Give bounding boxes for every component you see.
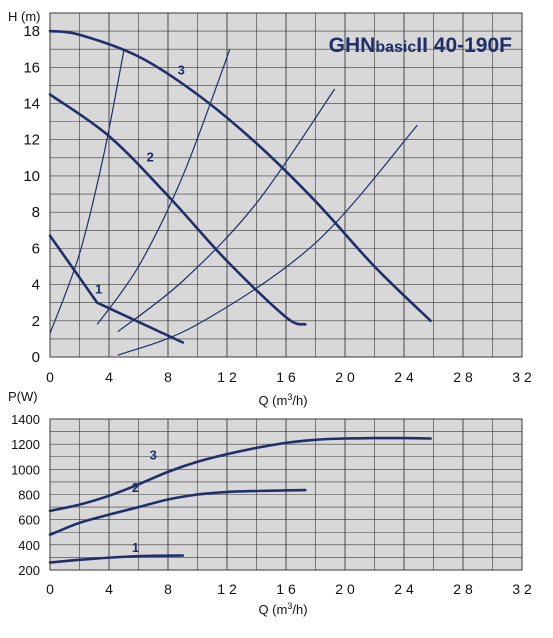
y-tick-label: 18 <box>23 23 40 40</box>
series-curve-2 <box>48 488 307 537</box>
x-axis-label: Q (m3/h) <box>258 392 307 408</box>
x-tick-label: 3 2 <box>512 369 532 385</box>
chart-title-main: GHN <box>329 34 376 57</box>
y-tick-label: 200 <box>18 563 40 578</box>
x-axis-label: Q (m3/h) <box>258 601 307 617</box>
series-curve-1 <box>48 234 185 344</box>
x-tick-label: 4 <box>105 369 113 385</box>
y-tick-label: 12 <box>23 132 40 149</box>
y-tick-label: 6 <box>32 240 40 257</box>
x-axis-label-prefix: Q (m <box>258 602 287 617</box>
x-tick-label: 2 8 <box>453 369 473 385</box>
y-axis-label: P(W) <box>8 389 38 404</box>
y-tick-label: 4 <box>32 277 40 294</box>
y-tick-label: 10 <box>23 168 40 185</box>
x-tick-label: 0 <box>46 369 54 385</box>
x-tick-label: 1 6 <box>276 581 296 597</box>
series-label-1: 1 <box>132 540 139 555</box>
system-curve <box>117 88 336 333</box>
series-label-2: 2 <box>147 149 154 164</box>
y-tick-label: 800 <box>18 488 40 503</box>
x-axis-label-suffix: /h) <box>292 393 307 408</box>
x-axis-label-superscript: 3 <box>287 392 292 402</box>
series-curve-2 <box>48 93 307 326</box>
y-tick-label: 1400 <box>11 412 40 427</box>
x-tick-label: 8 <box>164 369 172 385</box>
series-label-2: 2 <box>132 480 139 495</box>
series-curve-1 <box>48 554 185 564</box>
y-tick-label: 600 <box>18 513 40 528</box>
y-axis-label: H (m) <box>8 9 41 24</box>
y-tick-label: 400 <box>18 538 40 553</box>
series-curve-3 <box>48 29 432 323</box>
x-tick-label: 8 <box>164 581 172 597</box>
y-tick-label: 16 <box>23 59 40 76</box>
y-tick-label: 0 <box>32 349 40 366</box>
x-axis-label-superscript: 3 <box>287 601 292 611</box>
x-tick-label: 2 0 <box>335 369 355 385</box>
x-tick-label: 3 2 <box>512 581 532 597</box>
x-tick-label: 1 2 <box>217 369 237 385</box>
series-label-1: 1 <box>95 282 102 297</box>
series-curve-3 <box>48 436 432 513</box>
y-tick-label: 1200 <box>11 437 40 452</box>
y-tick-label: 14 <box>23 96 40 113</box>
x-tick-label: 0 <box>46 581 54 597</box>
series-label-3: 3 <box>150 447 157 462</box>
system-curve <box>49 50 125 334</box>
chart-title: GHNbasicII 40-190F <box>329 34 512 57</box>
x-axis-label-suffix: /h) <box>292 602 307 617</box>
y-tick-label: 8 <box>32 204 40 221</box>
y-tick-label: 1000 <box>11 462 40 477</box>
x-tick-label: 2 8 <box>453 581 473 597</box>
x-tick-label: 2 0 <box>335 581 355 597</box>
x-tick-label: 1 6 <box>276 369 296 385</box>
y-tick-label: 2 <box>32 313 40 330</box>
x-tick-label: 1 2 <box>217 581 237 597</box>
x-tick-label: 2 4 <box>394 581 414 597</box>
x-axis-label-prefix: Q (m <box>258 393 287 408</box>
chart-title-sub: basic <box>375 39 416 56</box>
chart-title-tail: II 40-190F <box>416 34 512 57</box>
system-curve <box>117 124 418 356</box>
system-curve <box>96 48 231 325</box>
series-label-3: 3 <box>178 63 185 78</box>
x-tick-label: 2 4 <box>394 369 414 385</box>
x-tick-label: 4 <box>105 581 113 597</box>
